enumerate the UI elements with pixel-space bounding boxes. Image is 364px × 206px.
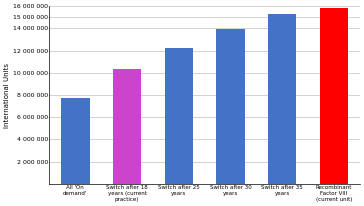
Bar [268, 14, 296, 184]
Bar [216, 29, 245, 184]
Bar [320, 8, 348, 184]
Bar [61, 98, 90, 184]
Bar [113, 69, 141, 184]
Bar [165, 48, 193, 184]
Y-axis label: International Units: International Units [4, 62, 10, 128]
